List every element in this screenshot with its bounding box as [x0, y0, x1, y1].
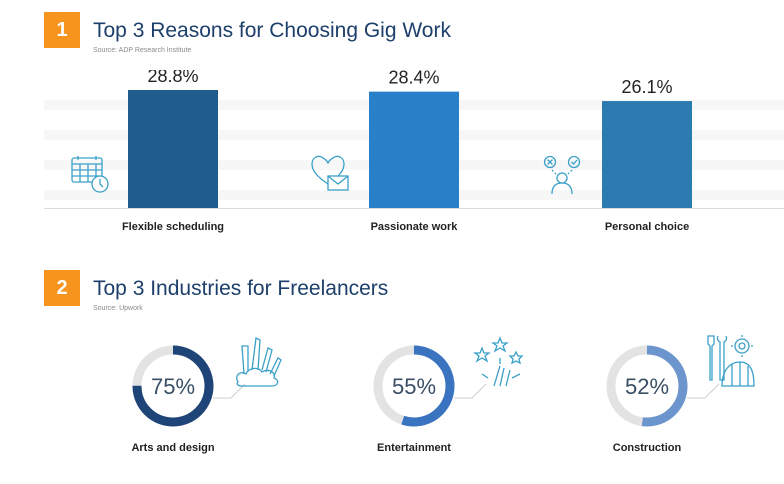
donut-value-label-2: 55%	[392, 374, 436, 399]
bar-value-label-3: 26.1%	[621, 77, 672, 97]
section-1-badge: 1	[44, 12, 80, 48]
donut-arc-2	[373, 345, 455, 427]
section-2-title: Top 3 Industries for Freelancers	[93, 277, 389, 300]
bar-1	[128, 90, 218, 208]
donut-charts: 75% 55% 52%	[132, 335, 755, 427]
heart-envelope-icon	[311, 155, 349, 191]
section-2-badge: 2	[44, 270, 80, 306]
donut-arc-3	[606, 345, 688, 427]
bar-2	[369, 91, 459, 208]
donut-value-label-3: 52%	[625, 374, 669, 399]
bar-chart: 28.8% 28.4% 26.1%	[44, 70, 784, 209]
section-2-source: Source: Upwork	[93, 305, 143, 312]
donut-label-entertainment: Entertainment	[377, 442, 451, 454]
bar-value-label-2: 28.4%	[388, 70, 439, 88]
bar-3	[602, 101, 692, 208]
bar-label-flexible-scheduling: Flexible scheduling	[121, 221, 225, 233]
section-1-source: Source: ADP Research Institute	[93, 47, 192, 54]
section-1-title: Top 3 Reasons for Choosing Gig Work	[93, 19, 451, 42]
section-1-number: 1	[56, 18, 68, 41]
bar-label-passionate-work: Passionate work	[370, 221, 458, 233]
calendar-clock-icon	[71, 156, 109, 193]
donut-connector-1	[213, 383, 246, 399]
donut-arc-1	[132, 345, 214, 427]
donut-label-arts-and-design: Arts and design	[131, 442, 215, 454]
donut-connector-3	[687, 383, 720, 399]
art-supplies-icon	[236, 337, 282, 387]
bar-label-personal-choice: Personal choice	[604, 221, 690, 233]
donut-label-construction: Construction	[612, 442, 682, 454]
donut-value-label-1: 75%	[151, 374, 195, 399]
fireworks-icon	[473, 336, 524, 387]
donut-connector-2	[454, 383, 487, 399]
tools-helmet-icon	[707, 335, 755, 387]
section-2-number: 2	[56, 276, 68, 299]
person-choice-icon	[543, 155, 581, 195]
bar-value-label-1: 28.8%	[147, 70, 198, 86]
